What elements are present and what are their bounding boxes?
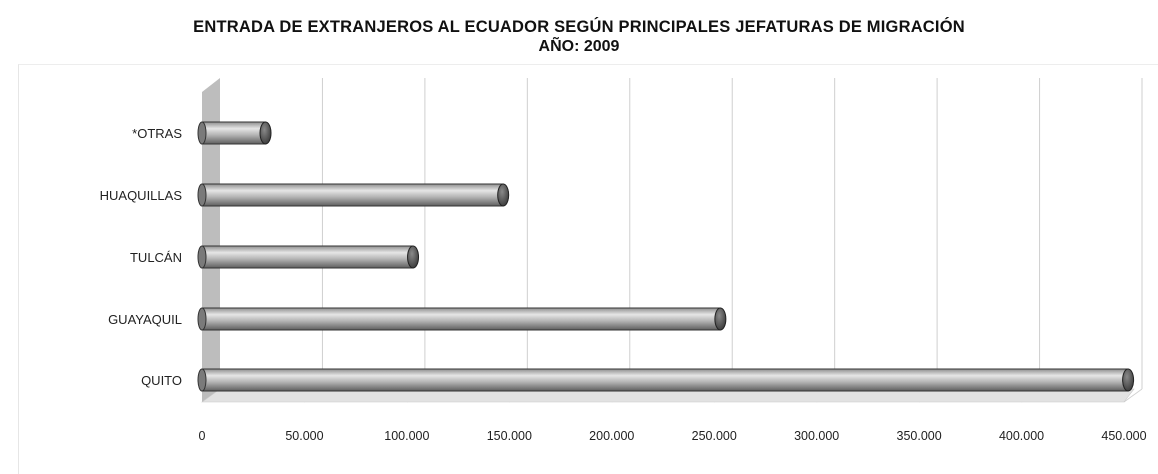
bar-end-cap [259,121,272,145]
gridline-floor [1123,388,1143,403]
x-tick-label: 0 [199,429,206,443]
x-tick-label: 150.000 [487,429,532,443]
bar-body [201,121,267,145]
category-label: QUITO [141,373,182,388]
category-label: HUAQUILLAS [100,188,183,203]
x-tick-label: 200.000 [589,429,634,443]
bar-start-cap [197,183,207,207]
bar-guayaquil [197,307,727,331]
x-tick-label: 400.000 [999,429,1044,443]
bar-huaquillas [197,183,510,207]
bar-layer [197,121,1135,392]
label-layer: 0 50.000 100.000 150.000 200.000 250.000 300.0… [100,126,1147,443]
bar-start-cap [197,121,207,145]
bar-otras [197,121,272,145]
bar-body [201,368,1129,392]
bar-end-cap [714,307,727,331]
category-label: GUAYAQUIL [108,312,182,327]
chart-subtitle: AÑO: 2009 [538,38,620,55]
x-tick-label: 50.000 [285,429,323,443]
category-label: *OTRAS [132,126,182,141]
x-tick-label: 250.000 [692,429,737,443]
x-tick-label: 100.000 [384,429,429,443]
axis-layer [201,78,1135,403]
bar-body [201,307,721,331]
grid-layer [304,78,1143,403]
chart-floor [201,388,1135,403]
bar-start-cap [197,368,207,392]
bar-start-cap [197,307,207,331]
bar-body [201,245,414,269]
bar-end-cap [497,183,510,207]
bar-body [201,183,504,207]
x-tick-label: 450.000 [1101,429,1146,443]
x-tick-label: 300.000 [794,429,839,443]
category-label: TULCÁN [130,250,182,265]
bar-end-cap [1122,368,1135,392]
x-tick-label: 350.000 [897,429,942,443]
bar-tulcn [197,245,420,269]
bar-start-cap [197,245,207,269]
chart-panel [18,64,1158,474]
bar-quito [197,368,1135,392]
chart-title: ENTRADA DE EXTRANJEROS AL ECUADOR SEGÚN … [193,18,965,36]
bar-end-cap [407,245,420,269]
